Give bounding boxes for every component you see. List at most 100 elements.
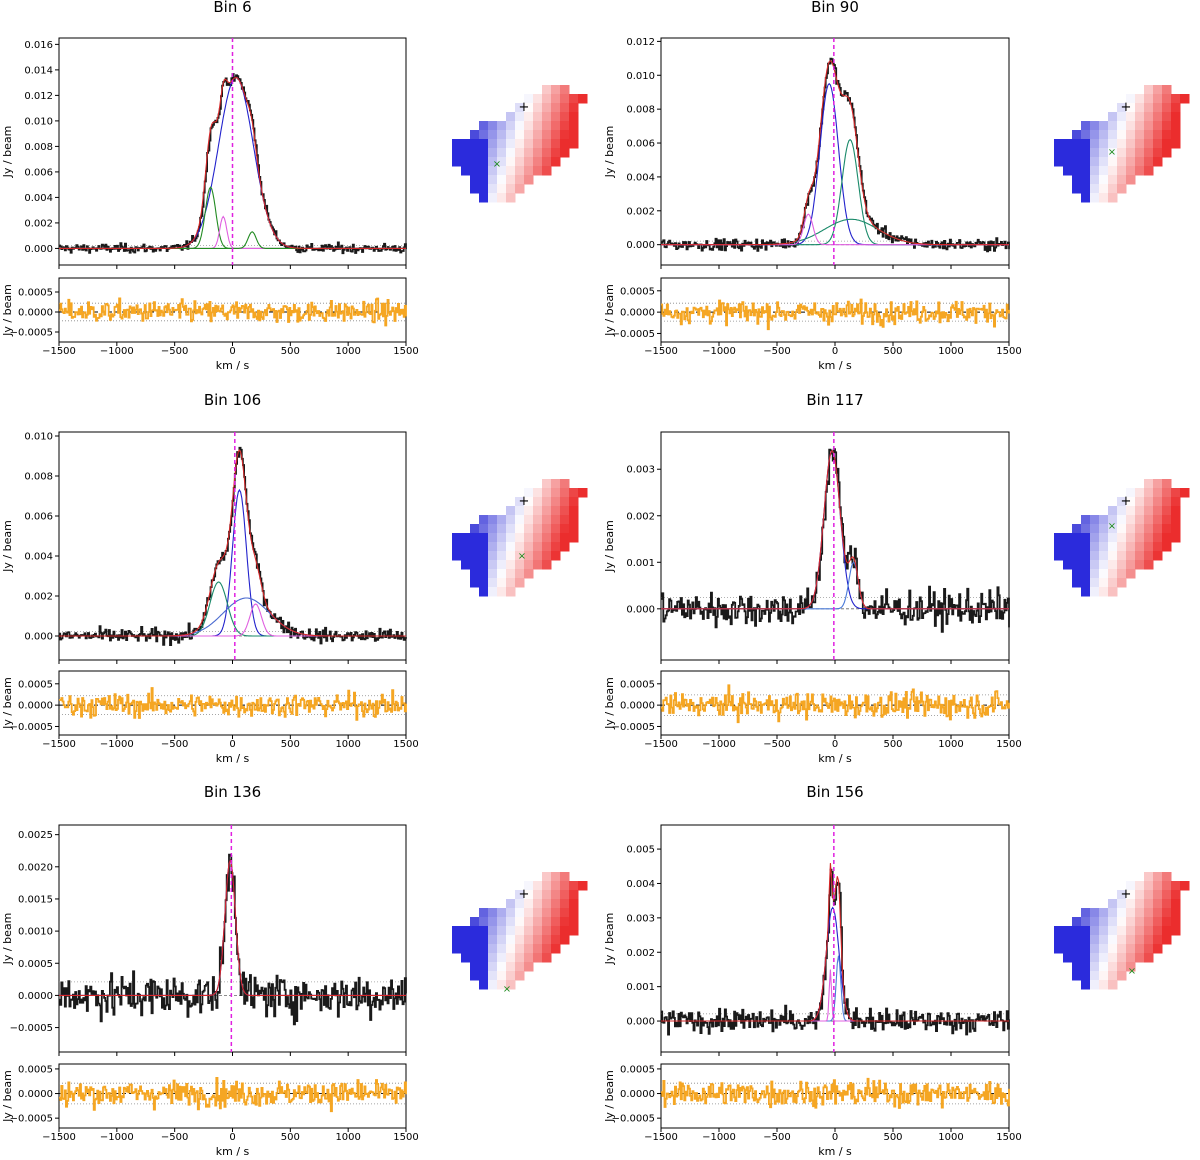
map-pixel bbox=[479, 524, 489, 534]
map-pixel bbox=[1099, 524, 1109, 534]
map-pixel bbox=[1126, 542, 1136, 552]
map-pixel bbox=[1144, 926, 1154, 936]
y-tick-label: 0.000 bbox=[626, 1017, 655, 1028]
x-tick-label: −500 bbox=[161, 739, 188, 750]
map-pixel bbox=[1081, 560, 1091, 570]
map-pixel bbox=[1135, 94, 1145, 104]
map-pixel bbox=[524, 542, 534, 552]
map-pixel bbox=[506, 569, 516, 579]
x-tick-label: −500 bbox=[161, 1132, 188, 1143]
x-tick-label: −1500 bbox=[644, 346, 678, 357]
map-pixel bbox=[515, 103, 525, 113]
map-pixel bbox=[1144, 497, 1154, 507]
map-pixel bbox=[497, 971, 507, 981]
map-pixel bbox=[470, 148, 480, 158]
map-pixel bbox=[524, 103, 534, 113]
map-pixel bbox=[506, 175, 516, 185]
map-pixel bbox=[1099, 157, 1109, 167]
map-pixel bbox=[1117, 962, 1127, 972]
map-pixel bbox=[569, 881, 579, 891]
map-pixel bbox=[1090, 953, 1100, 963]
map-pixel bbox=[533, 94, 543, 104]
gaussian-component bbox=[661, 955, 1009, 1022]
map-pixel bbox=[470, 560, 480, 570]
map-pixel bbox=[1090, 166, 1100, 176]
map-pixel bbox=[1162, 488, 1172, 498]
map-pixel bbox=[1153, 533, 1163, 543]
map-pixel bbox=[506, 944, 516, 954]
map-pixel bbox=[506, 935, 516, 945]
map-pixel bbox=[1171, 890, 1181, 900]
map-pixel bbox=[1126, 962, 1136, 972]
map-pixel bbox=[1171, 515, 1181, 525]
y-tick-label: 0.008 bbox=[24, 472, 53, 483]
map-pixel bbox=[1108, 130, 1118, 140]
x-tick-label: −1000 bbox=[100, 739, 134, 750]
map-pixel bbox=[515, 515, 525, 525]
gaussian-component bbox=[59, 597, 406, 637]
map-pixel bbox=[506, 166, 516, 176]
total-fit bbox=[661, 60, 1009, 246]
map-pixel bbox=[515, 917, 525, 927]
map-pixel bbox=[524, 962, 534, 972]
residual-y-tick-label: 0.0000 bbox=[18, 701, 53, 712]
map-pixel bbox=[506, 560, 516, 570]
map-pixel bbox=[1126, 569, 1136, 579]
y-tick-label: 0.010 bbox=[24, 116, 53, 127]
y-tick-label: 0.000 bbox=[24, 244, 53, 255]
x-tick-label: 500 bbox=[883, 1132, 902, 1143]
map-pixel bbox=[1108, 524, 1118, 534]
map-pixel bbox=[524, 935, 534, 945]
map-pixel bbox=[1063, 148, 1073, 158]
residual-spectrum bbox=[59, 687, 407, 721]
velocity-map-thumbnail: +× bbox=[1054, 872, 1190, 990]
map-pixel bbox=[542, 908, 552, 918]
x-tick-label: −1000 bbox=[702, 1132, 736, 1143]
map-pixel bbox=[560, 139, 570, 149]
residual-y-axis-label: Jy / beam bbox=[603, 284, 616, 337]
map-pixel bbox=[1090, 926, 1100, 936]
map-pixel bbox=[461, 148, 471, 158]
map-pixel bbox=[1162, 515, 1172, 525]
map-pixel bbox=[470, 157, 480, 167]
map-pixel bbox=[551, 881, 561, 891]
map-pixel bbox=[515, 935, 525, 945]
map-pixel bbox=[497, 578, 507, 588]
map-pixel bbox=[1099, 148, 1109, 158]
map-pixel bbox=[560, 899, 570, 909]
map-pixel bbox=[1090, 139, 1100, 149]
map-pixel bbox=[1162, 908, 1172, 918]
map-pixel bbox=[1117, 524, 1127, 534]
map-pixel bbox=[1126, 506, 1136, 516]
map-pixel bbox=[524, 139, 534, 149]
y-tick-label: 0.003 bbox=[626, 913, 655, 924]
map-pixel bbox=[1162, 121, 1172, 131]
map-pixel bbox=[551, 872, 561, 882]
map-pixel bbox=[452, 542, 462, 552]
residual-y-tick-label: 0.0000 bbox=[620, 308, 655, 319]
map-pixel bbox=[1108, 953, 1118, 963]
y-tick-label: 0.000 bbox=[24, 632, 53, 643]
map-pixel bbox=[569, 890, 579, 900]
gaussian-component bbox=[661, 138, 1009, 246]
map-pixel bbox=[1117, 184, 1127, 194]
map-pixel bbox=[488, 971, 498, 981]
map-pixel bbox=[1144, 139, 1154, 149]
map-pixel bbox=[479, 578, 489, 588]
map-pixel bbox=[515, 157, 525, 167]
map-pixel bbox=[497, 148, 507, 158]
map-pixel bbox=[488, 980, 498, 990]
map-pixel bbox=[1072, 184, 1082, 194]
map-pixel bbox=[524, 551, 534, 561]
map-pixel bbox=[1099, 971, 1109, 981]
spectrum-panel: Bin 117 0.000 0.001 0.002 0.003 Jy / beam 0.00… bbox=[603, 391, 1190, 765]
map-pixel bbox=[1180, 94, 1190, 104]
map-pixel bbox=[497, 980, 507, 990]
map-pixel bbox=[1072, 917, 1082, 927]
map-pixel bbox=[533, 166, 543, 176]
map-pixel bbox=[1144, 157, 1154, 167]
map-pixel bbox=[1144, 94, 1154, 104]
map-pixel bbox=[488, 587, 498, 597]
map-pixel bbox=[1153, 872, 1163, 882]
map-pixel bbox=[1144, 524, 1154, 534]
